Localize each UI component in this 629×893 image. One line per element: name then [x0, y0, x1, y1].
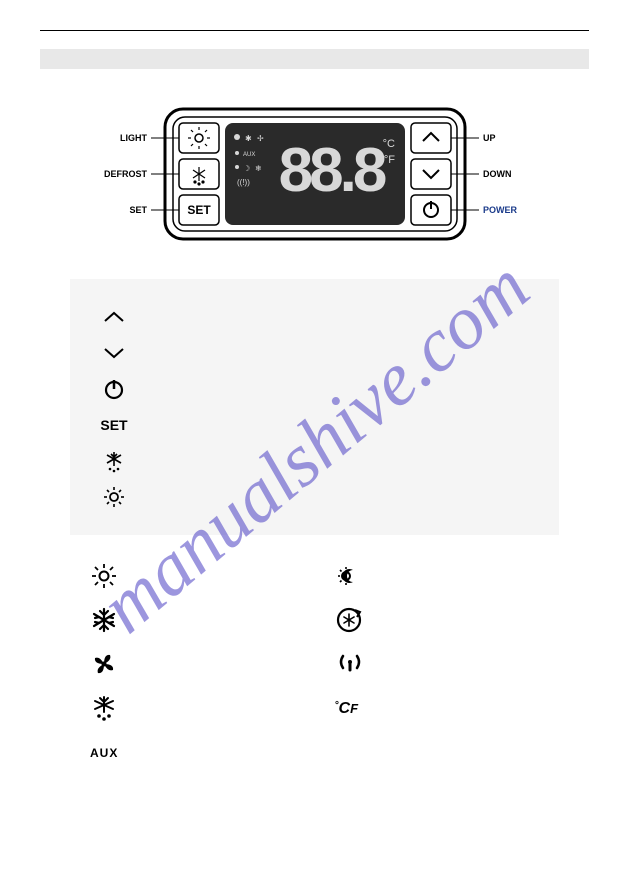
- disp-row-snowflake: [90, 599, 295, 643]
- disp-row-snowcycle: [335, 599, 540, 643]
- defrost-icon: [100, 447, 128, 475]
- disp-row-alarm: [335, 643, 540, 687]
- disp-row-defrost-drops: [90, 687, 295, 731]
- svg-text:❄: ❄: [255, 164, 262, 173]
- header-rule: [40, 30, 589, 31]
- svg-text:°F: °F: [383, 154, 394, 166]
- func-row-down: [140, 335, 529, 371]
- page-container: SET 88.8 °C °F ✱ ✢ AUX ☽ ❄ ((!)): [0, 0, 629, 805]
- alarm-waves-icon: [335, 650, 365, 680]
- svg-text:✱: ✱: [245, 134, 252, 143]
- display-icons-section: AUX: [40, 555, 589, 775]
- cf-text-icon: °CF: [335, 694, 365, 724]
- func-row-set: SET: [140, 407, 529, 443]
- title-bar: [40, 49, 589, 69]
- disp-row-light: [90, 555, 295, 599]
- cf-label: °CF: [335, 700, 359, 718]
- svg-text:☽: ☽: [243, 164, 250, 173]
- display-left-column: AUX: [90, 555, 295, 775]
- label-up: UP: [483, 133, 496, 143]
- aux-label: AUX: [90, 746, 118, 760]
- svg-text:°C: °C: [382, 138, 394, 150]
- disp-row-sunmoon: [335, 555, 540, 599]
- chevron-up-icon: [100, 303, 128, 331]
- func-row-light: [140, 479, 529, 515]
- svg-text:AUX: AUX: [243, 152, 255, 158]
- svg-text:SET: SET: [187, 203, 211, 217]
- set-text-icon: SET: [100, 411, 128, 439]
- snowflake-cycle-icon: [335, 606, 365, 636]
- func-row-defrost: [140, 443, 529, 479]
- svg-text:((!)): ((!)): [237, 178, 250, 187]
- func-row-power: [140, 371, 529, 407]
- power-icon: [100, 375, 128, 403]
- svg-text:88.8: 88.8: [278, 136, 385, 205]
- label-down: DOWN: [483, 169, 512, 179]
- label-set: SET: [129, 205, 147, 215]
- chevron-down-icon: [100, 339, 128, 367]
- sun-moon-icon: [335, 562, 365, 592]
- controller-diagram: SET 88.8 °C °F ✱ ✢ AUX ☽ ❄ ((!)): [95, 89, 535, 259]
- snowflake-icon: [90, 606, 120, 636]
- light-rays-icon: [90, 562, 120, 592]
- set-label: SET: [100, 417, 127, 433]
- func-row-up: [140, 299, 529, 335]
- display-right-column: °CF: [335, 555, 540, 775]
- disp-row-fan: [90, 643, 295, 687]
- label-light: LIGHT: [120, 133, 147, 143]
- fan-icon: [90, 650, 120, 680]
- svg-text:✢: ✢: [257, 134, 264, 143]
- label-power: POWER: [483, 205, 518, 215]
- function-key-section: SET: [70, 279, 559, 535]
- light-icon: [100, 483, 128, 511]
- defrost-drops-icon: [90, 694, 120, 724]
- disp-row-cf: °CF: [335, 687, 540, 731]
- disp-row-aux: AUX: [90, 731, 295, 775]
- aux-text-icon: AUX: [90, 738, 120, 768]
- label-defrost: DEFROST: [103, 169, 147, 179]
